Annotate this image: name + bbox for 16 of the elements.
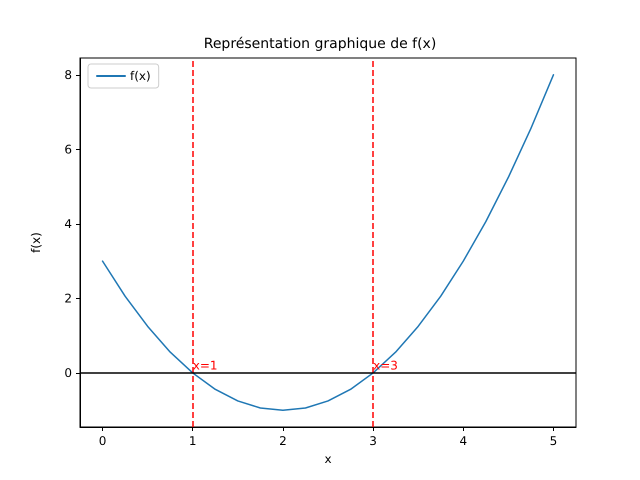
y-tick-label: 6 xyxy=(64,142,72,156)
y-tick-label: 8 xyxy=(64,68,72,82)
chart-title: Représentation graphique de f(x) xyxy=(204,36,436,52)
x-tick-label: 4 xyxy=(459,434,468,448)
x-tick-label: 3 xyxy=(369,434,377,448)
y-tick-label: 0 xyxy=(64,366,72,380)
y-tick-label: 2 xyxy=(64,291,72,306)
x-tick-label: 1 xyxy=(188,434,197,448)
y-tick-label: 4 xyxy=(64,216,72,231)
x-tick-label: 2 xyxy=(279,434,287,448)
x-tick-label: 5 xyxy=(550,434,558,448)
x-axis-title: x xyxy=(324,452,332,466)
annotation: x=1 xyxy=(192,358,218,372)
x-tick-label: 0 xyxy=(98,434,106,448)
y-axis-title: f(x) xyxy=(29,232,43,253)
legend-label: f(x) xyxy=(130,69,151,83)
